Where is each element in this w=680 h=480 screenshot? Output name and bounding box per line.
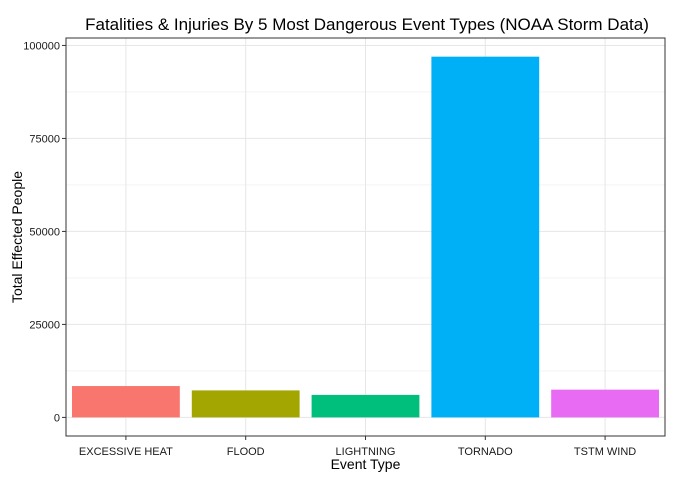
bar-tornado (431, 56, 540, 418)
bar-flood (191, 390, 300, 418)
y-tick-label: 75000 (29, 133, 60, 145)
x-tick-label: FLOOD (227, 446, 265, 458)
x-tick-label: LIGHTNING (336, 446, 396, 458)
y-axis: 0 25000 50000 75000 100000 (23, 40, 66, 424)
chart-title: Fatalities & Injuries By 5 Most Dangerou… (85, 15, 649, 34)
bar-excessive-heat (71, 386, 180, 418)
gridlines (66, 38, 665, 436)
y-tick-label: 100000 (23, 40, 60, 52)
x-axis: EXCESSIVE HEAT FLOOD LIGHTNING TORNADO TSTM … (79, 436, 636, 458)
y-tick-label: 25000 (29, 319, 60, 331)
x-axis-title: Event Type (331, 456, 401, 472)
y-tick-label: 50000 (29, 226, 60, 238)
y-tick-label: 0 (54, 412, 60, 424)
x-tick-label: TORNADO (458, 446, 513, 458)
x-tick-label: TSTM WIND (574, 446, 636, 458)
bar-tstm-wind (551, 389, 660, 418)
y-axis-title: Total Effected People (9, 171, 25, 303)
x-tick-label: EXCESSIVE HEAT (79, 446, 173, 458)
bar-lightning (311, 394, 420, 418)
bars (71, 56, 660, 418)
